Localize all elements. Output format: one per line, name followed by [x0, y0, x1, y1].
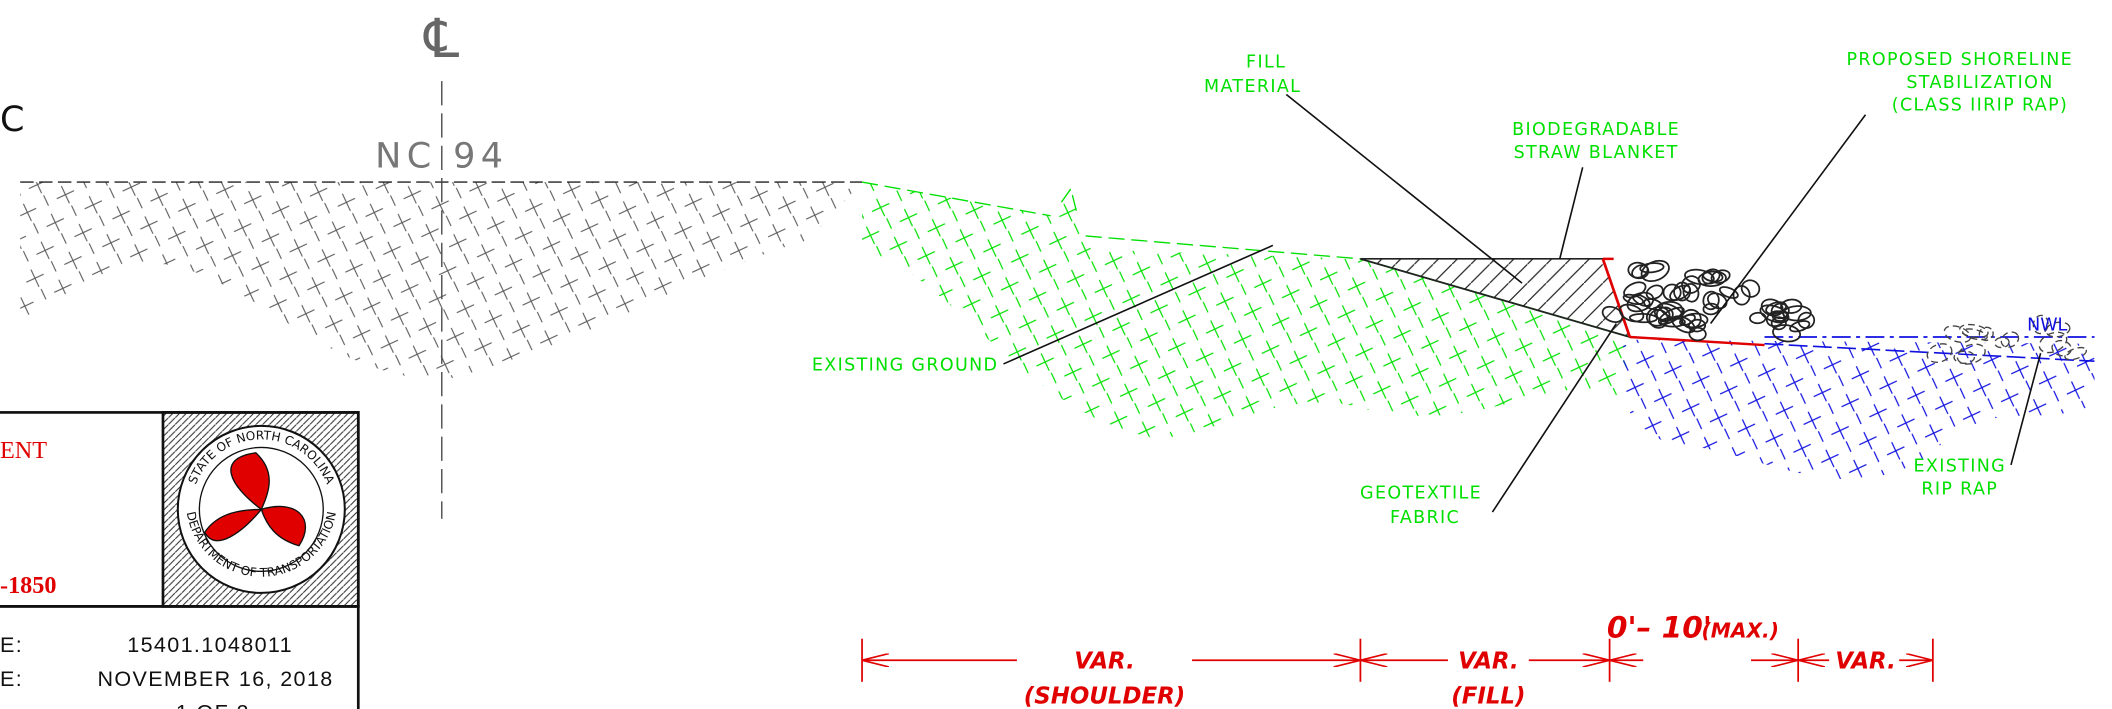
geotextile-label: FABRIC	[1390, 508, 1460, 528]
stone	[1662, 283, 1682, 302]
stone	[1680, 312, 1709, 329]
dimension-label: VAR.	[1835, 648, 1896, 674]
stone	[1765, 301, 1788, 315]
water-area	[1623, 339, 2095, 480]
straw-blanket	[1601, 258, 1632, 338]
leader	[1285, 93, 1523, 284]
row-value: 15401.1048011	[127, 632, 293, 657]
seal-emblem	[203, 452, 306, 547]
stone	[1959, 323, 1989, 339]
stone	[1718, 286, 1739, 299]
centerline-symbol: ℄	[422, 7, 459, 70]
dimension-label: (FILL)	[1451, 683, 1525, 709]
stone	[1681, 275, 1701, 294]
row-label: E:	[0, 666, 23, 691]
stone	[1631, 264, 1649, 279]
stone	[1687, 318, 1707, 333]
stone	[1702, 270, 1724, 283]
title-block: STATE OF NORTH CAROLINA DEPARTMENT OF TR…	[0, 411, 360, 709]
shoreline-label: STABILIZATION	[1906, 73, 2053, 93]
ground-line	[861, 181, 1361, 260]
shoreline-label: PROPOSED SHORELINE	[1846, 50, 2073, 70]
road-label: NC 94	[375, 135, 508, 176]
straw-blanket-label: STRAW BLANKET	[1514, 143, 1679, 163]
stone	[1645, 306, 1671, 327]
geotextile-label: GEOTEXTILE	[1360, 484, 1482, 504]
row-label: E:	[0, 632, 23, 657]
stone	[1673, 281, 1692, 302]
phone-text: -1850	[0, 572, 57, 599]
stone	[1926, 343, 1953, 363]
rip-rap-label: RIP RAP	[1921, 480, 1998, 500]
shoreline-label: (CLASS IIRIP RAP)	[1892, 96, 2068, 116]
stone	[1943, 325, 1972, 344]
stone	[1601, 305, 1624, 323]
stone	[1962, 328, 1988, 341]
stone	[2064, 346, 2088, 361]
stone	[1618, 303, 1645, 323]
leader	[1558, 167, 1584, 260]
stone	[1684, 268, 1715, 286]
leader	[2010, 352, 2042, 466]
nwl-label: NWL	[2027, 315, 2067, 335]
straw-blanket-label: BIODEGRADABLE	[1512, 120, 1680, 140]
fill-material-label: FILL	[1246, 53, 1286, 73]
stone	[1765, 310, 1786, 328]
stone	[1749, 311, 1767, 325]
stone	[1789, 320, 1811, 333]
dimension-label: VAR.	[1458, 648, 1519, 674]
rip-rap	[1601, 259, 1816, 343]
agency-text: ENT	[0, 437, 47, 464]
partial-text: C	[0, 99, 24, 140]
stone	[1797, 311, 1816, 329]
leader	[1709, 114, 1867, 325]
fill-material-label: MATERIAL	[1204, 77, 1301, 97]
dimension-label: (SHOULDER)	[1024, 683, 1185, 709]
stone	[1639, 262, 1665, 274]
dimension-label: (MAX.)	[1702, 618, 1779, 642]
stone	[1653, 301, 1684, 322]
stone	[1956, 343, 1986, 365]
leader	[1491, 323, 1618, 513]
rip-rap-label: EXISTING	[1913, 457, 2006, 477]
stone	[1994, 336, 2010, 349]
stone	[1688, 326, 1707, 342]
dimension-label: VAR.	[1074, 648, 1135, 674]
stone	[1772, 324, 1802, 343]
dimension-label: 0'– 10'	[1607, 609, 1712, 644]
stone	[1978, 326, 1994, 342]
stone	[1770, 316, 1787, 331]
stone	[1671, 315, 1696, 334]
row-value: 1 OF 2	[176, 700, 250, 709]
stone	[1740, 279, 1761, 298]
stone	[1631, 293, 1651, 307]
stone	[1702, 290, 1720, 311]
leader	[1003, 244, 1274, 365]
stone	[1707, 292, 1728, 310]
stone	[2038, 331, 2068, 354]
stone	[1628, 312, 1658, 324]
stone	[1645, 284, 1664, 300]
existing-ground-label: EXISTING GROUND	[812, 356, 998, 376]
row-value: NOVEMBER 16, 2018	[97, 666, 333, 691]
existing-ground	[862, 182, 1630, 438]
stone	[2000, 331, 2020, 348]
